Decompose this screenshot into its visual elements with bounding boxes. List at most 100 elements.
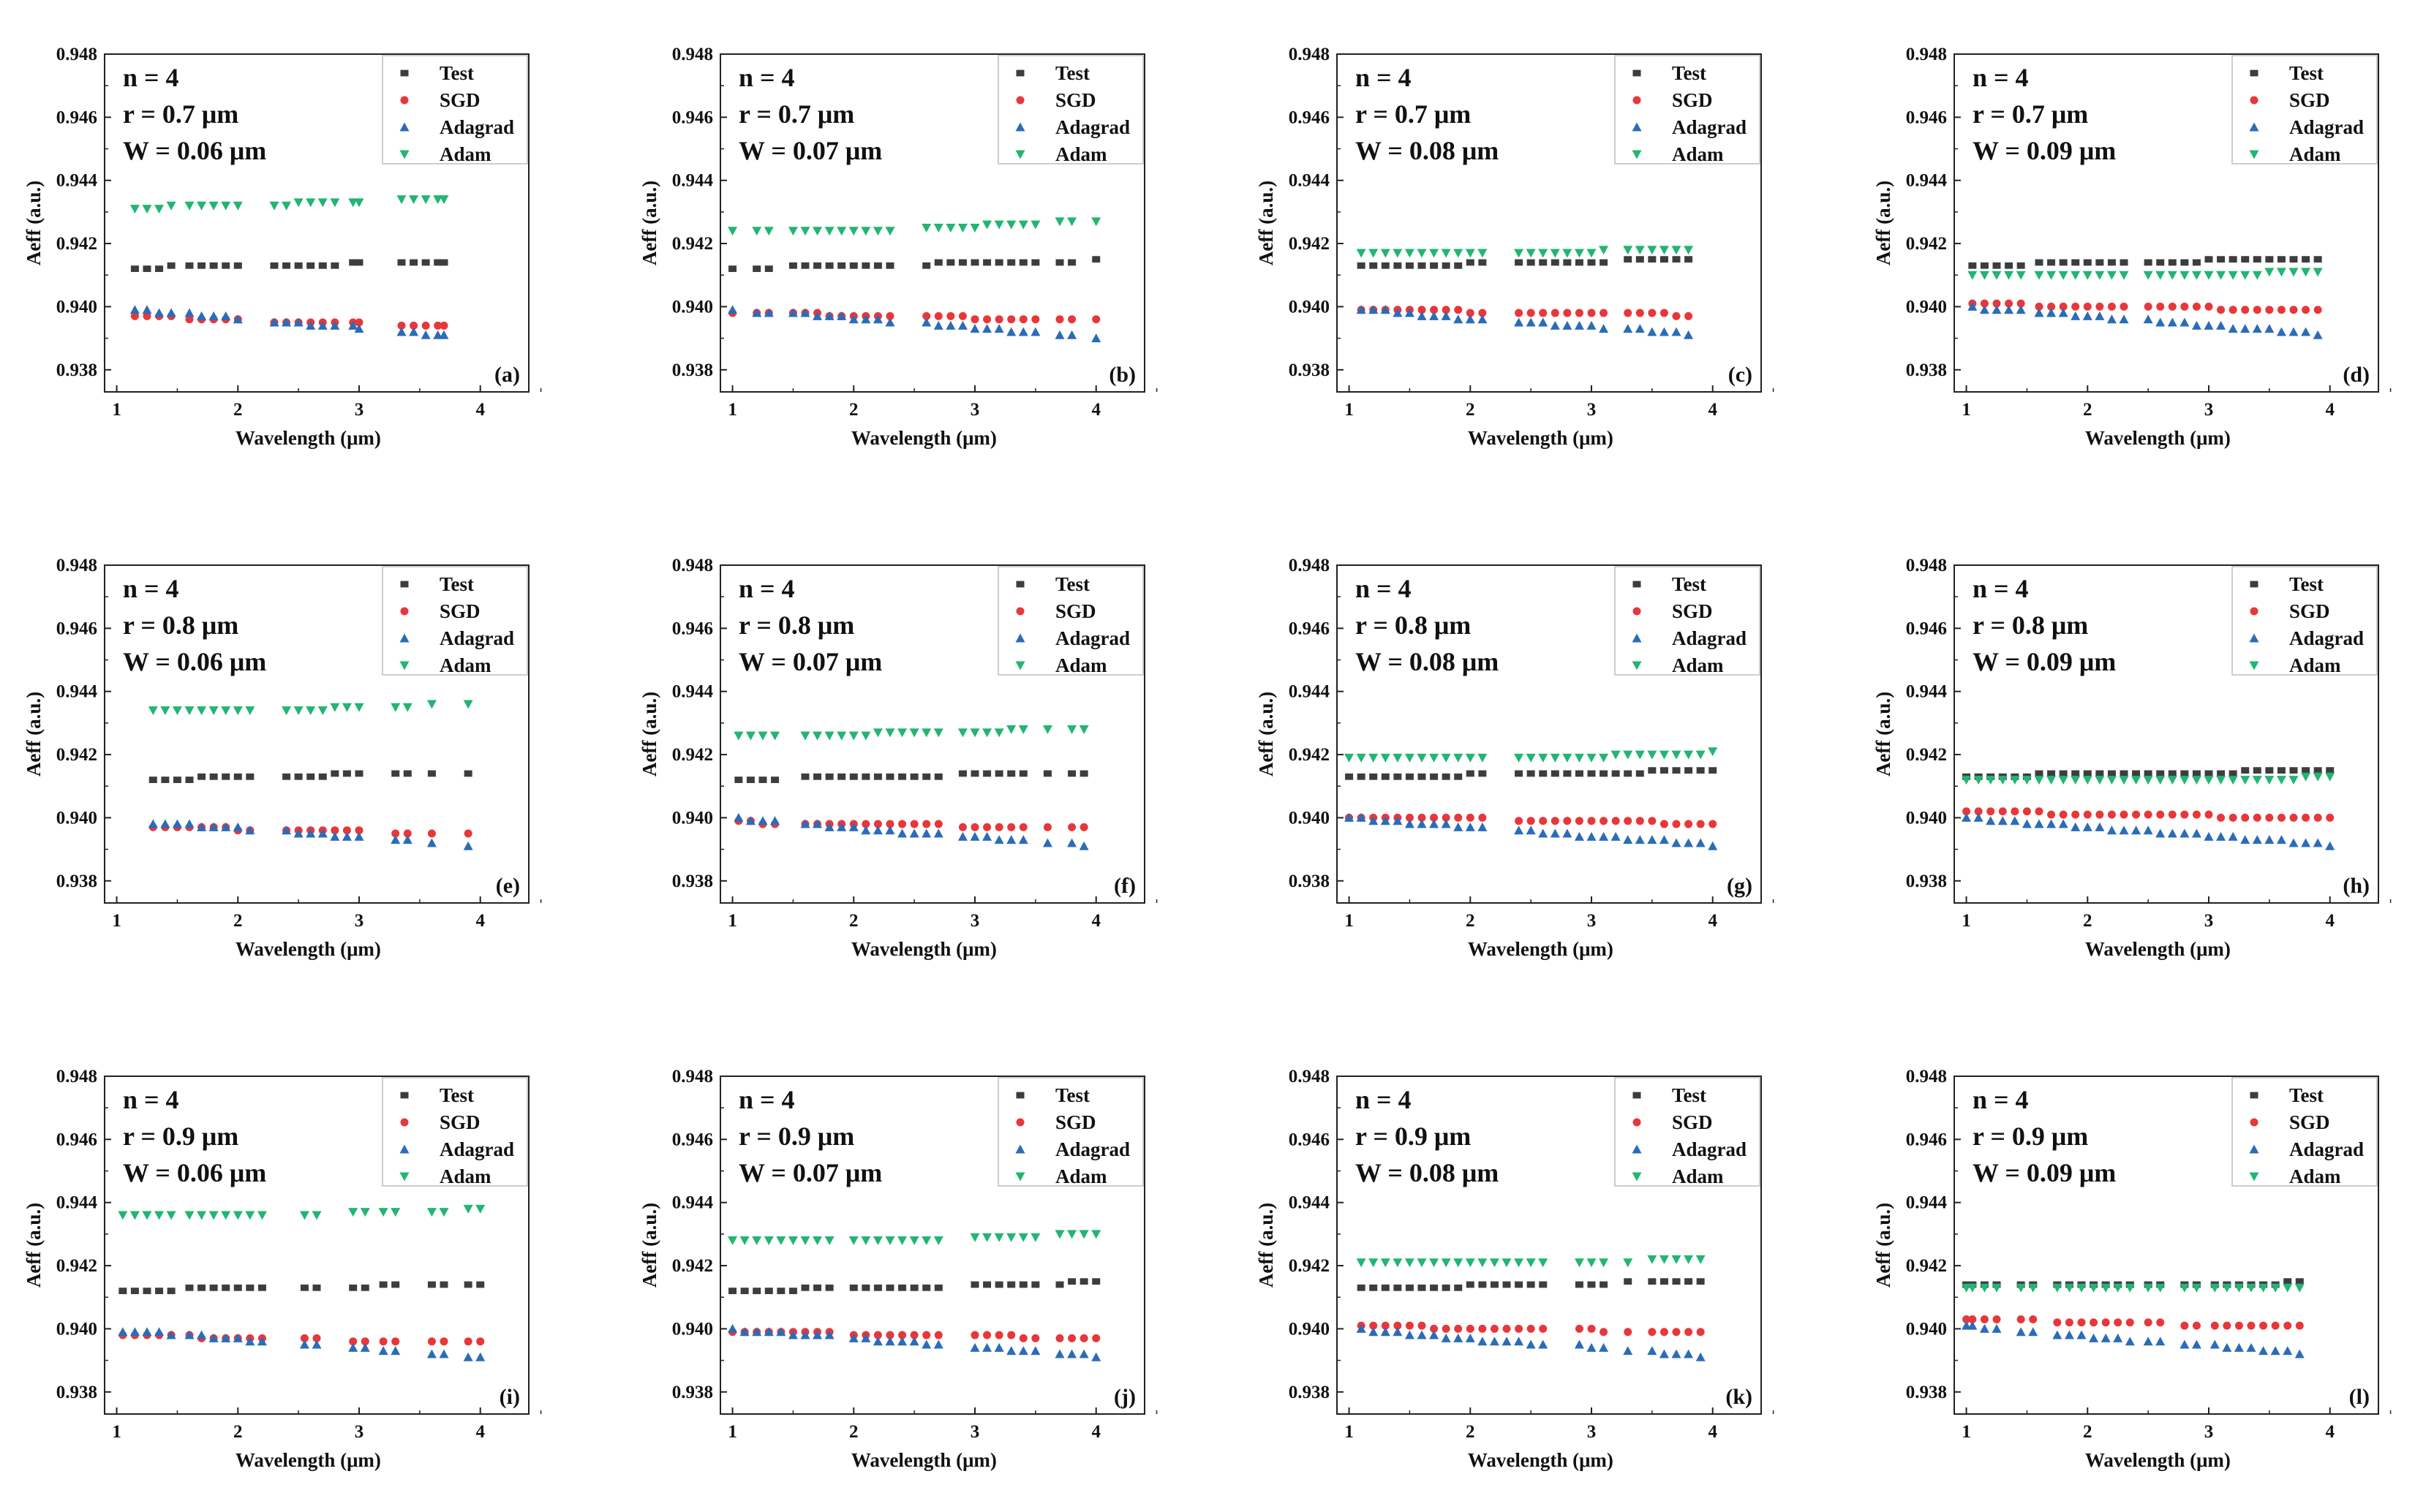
data-point-test xyxy=(934,1284,943,1291)
data-point-test xyxy=(1405,1284,1414,1291)
data-point-sgd xyxy=(2265,306,2274,314)
y-axis-label: Aeff (a.u.) xyxy=(1255,692,1277,776)
data-point-sgd xyxy=(1659,1328,1668,1337)
data-point-adagrad xyxy=(197,822,207,831)
data-point-adam xyxy=(354,703,364,712)
legend-marker-adam xyxy=(399,150,410,159)
data-point-sgd xyxy=(1600,1328,1608,1337)
data-point-adagrad xyxy=(342,831,352,841)
data-point-sgd xyxy=(2065,1318,2073,1327)
panel-label: (k) xyxy=(1725,1385,1752,1409)
data-point-adam xyxy=(463,700,473,709)
data-point-adam xyxy=(1453,753,1463,763)
legend-marker-test xyxy=(1632,581,1641,588)
data-point-sgd xyxy=(1684,1328,1693,1337)
data-point-test xyxy=(2180,259,2189,266)
data-point-adam xyxy=(221,1211,231,1220)
param-w: W = 0.09 μm xyxy=(1973,647,2116,676)
series-test xyxy=(1357,256,1693,269)
x-tick-label: 3 xyxy=(355,1422,364,1442)
y-tick-label: 0.946 xyxy=(1289,1130,1330,1149)
data-point-adam xyxy=(2301,268,2311,277)
data-point-sgd xyxy=(1031,315,1040,324)
data-point-sgd xyxy=(1992,299,2001,308)
data-point-adagrad xyxy=(1574,1339,1584,1349)
data-point-adagrad xyxy=(752,308,762,317)
data-point-adam xyxy=(1368,1258,1379,1268)
data-point-adam xyxy=(1042,725,1052,735)
data-point-adagrad xyxy=(1647,835,1657,844)
data-point-test xyxy=(1466,259,1474,266)
data-point-test xyxy=(2241,256,2250,263)
data-point-adagrad xyxy=(758,816,768,825)
data-point-sgd xyxy=(2011,807,2019,816)
param-r: r = 0.9 μm xyxy=(739,1122,854,1151)
series-sgd xyxy=(130,311,448,330)
data-point-adam xyxy=(221,706,231,716)
data-point-test xyxy=(1515,1281,1523,1288)
data-point-test xyxy=(397,259,406,266)
y-tick-label: 0.948 xyxy=(672,556,713,575)
data-point-adagrad xyxy=(2204,320,2214,330)
data-point-sgd xyxy=(1417,306,1426,314)
y-tick-label: 0.940 xyxy=(1906,1319,1947,1339)
legend-marker-adagrad xyxy=(399,1144,410,1154)
data-point-sgd xyxy=(2180,810,2189,819)
data-point-test xyxy=(440,259,448,266)
data-point-sgd xyxy=(2047,302,2056,311)
data-point-adagrad xyxy=(800,308,810,317)
panel-label: (b) xyxy=(1109,363,1136,387)
data-point-test xyxy=(1587,259,1596,266)
data-point-adagrad xyxy=(788,1330,798,1339)
legend-marker-adagrad xyxy=(2249,122,2259,132)
legend-label-adagrad: Adagrad xyxy=(1055,627,1130,649)
data-point-test xyxy=(2313,256,2322,263)
y-tick-label: 0.940 xyxy=(1906,297,1947,317)
data-point-adam xyxy=(439,195,449,205)
data-point-test xyxy=(1992,262,2001,269)
data-point-adam xyxy=(154,1211,165,1220)
data-point-adam xyxy=(2252,271,2262,280)
data-point-adam xyxy=(1079,1230,1089,1239)
data-point-adam xyxy=(824,227,834,236)
data-point-test xyxy=(440,1281,448,1288)
data-point-test xyxy=(825,773,834,780)
param-n: n = 4 xyxy=(739,574,795,603)
data-point-adam xyxy=(970,728,980,738)
data-point-adagrad xyxy=(409,327,419,336)
data-point-adagrad xyxy=(2113,1333,2123,1342)
data-point-adagrad xyxy=(129,1327,140,1337)
data-point-adagrad xyxy=(837,822,847,831)
data-point-adam xyxy=(1574,1258,1584,1268)
data-point-test xyxy=(2180,770,2189,777)
data-point-sgd xyxy=(922,820,931,828)
data-point-adam xyxy=(360,1208,370,1217)
data-point-sgd xyxy=(922,1331,931,1339)
data-point-adam xyxy=(208,1211,219,1220)
data-point-adagrad xyxy=(1647,327,1657,336)
data-point-adam xyxy=(2155,1283,2166,1293)
data-point-test xyxy=(155,265,164,273)
data-point-adagrad xyxy=(800,1330,810,1339)
data-point-test xyxy=(246,773,255,780)
data-point-test xyxy=(1624,256,1632,263)
data-point-sgd xyxy=(1019,1334,1028,1342)
param-n: n = 4 xyxy=(1973,63,2029,92)
data-point-sgd xyxy=(2234,1321,2243,1330)
data-point-adam xyxy=(1055,1230,1065,1239)
data-point-adam xyxy=(2216,776,2226,785)
data-point-adam xyxy=(433,195,443,205)
x-tick-label: 1 xyxy=(728,911,737,931)
x-axis-label: Wavelength (μm) xyxy=(851,427,997,449)
data-point-test xyxy=(1708,767,1717,774)
data-point-test xyxy=(2120,770,2128,777)
data-point-adagrad xyxy=(885,1337,895,1346)
data-point-adagrad xyxy=(2155,1337,2166,1346)
data-point-test xyxy=(1019,1281,1028,1288)
data-point-adagrad xyxy=(1526,317,1536,327)
data-point-adagrad xyxy=(1441,1333,1451,1342)
data-point-adagrad xyxy=(1429,819,1439,828)
x-tick-label: 3 xyxy=(2204,1422,2214,1442)
data-point-adam xyxy=(1599,1258,1609,1268)
param-w: W = 0.08 μm xyxy=(1355,1158,1499,1187)
